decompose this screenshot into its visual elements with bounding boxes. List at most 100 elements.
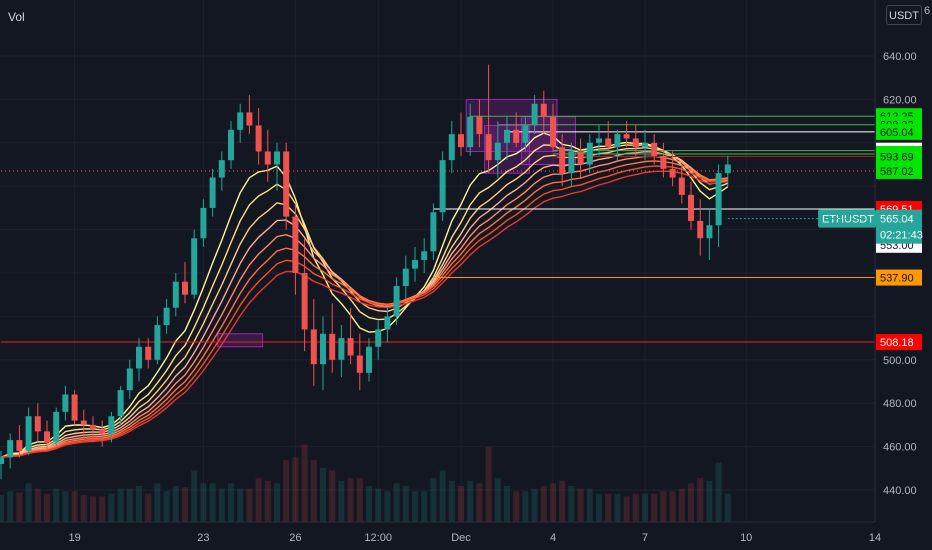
candle-body bbox=[301, 273, 308, 330]
candle bbox=[191, 229, 198, 300]
candle bbox=[356, 333, 363, 391]
volume-bars bbox=[0, 444, 731, 522]
candle-body bbox=[614, 134, 621, 148]
volume-bar bbox=[439, 470, 446, 522]
ema-line bbox=[0, 160, 728, 459]
candle-body bbox=[0, 457, 4, 464]
candle-body bbox=[384, 316, 391, 330]
candle-body bbox=[145, 346, 152, 360]
volume-bar bbox=[25, 483, 32, 522]
candle-body bbox=[688, 194, 694, 221]
candle bbox=[108, 411, 115, 443]
volume-bar bbox=[7, 491, 14, 522]
candle bbox=[320, 316, 326, 391]
volume-bar bbox=[136, 486, 142, 522]
candle bbox=[145, 338, 152, 369]
candle bbox=[605, 121, 612, 152]
volume-bar bbox=[191, 470, 198, 522]
candle bbox=[255, 108, 262, 165]
price-level-tags: 612.25608.32605.04596.37594.85593.69587.… bbox=[876, 108, 922, 351]
volume-bar bbox=[393, 483, 400, 522]
price-tag-bg bbox=[876, 123, 922, 140]
candle bbox=[7, 433, 14, 469]
candle bbox=[338, 325, 345, 378]
currency-selector-button[interactable]: USDT bbox=[886, 5, 922, 25]
volume-bar bbox=[660, 491, 667, 522]
candle-body bbox=[25, 416, 32, 451]
candle bbox=[430, 203, 437, 260]
candle-body bbox=[283, 151, 290, 217]
ema-line bbox=[0, 150, 728, 459]
candle-body bbox=[669, 168, 676, 178]
candle bbox=[274, 142, 280, 191]
candle-body bbox=[706, 225, 713, 239]
volume-bar bbox=[623, 496, 630, 522]
volume-bar bbox=[522, 491, 529, 522]
candle-body bbox=[200, 207, 207, 239]
price-tag-label: 537.90 bbox=[880, 273, 914, 285]
candle-body bbox=[375, 329, 382, 347]
price-tag: 537.90 bbox=[876, 269, 922, 286]
candle bbox=[697, 199, 704, 256]
volume-bar bbox=[412, 491, 418, 522]
candle-body bbox=[154, 325, 161, 360]
candle-body bbox=[660, 155, 667, 169]
candle bbox=[577, 138, 584, 178]
volume-bar bbox=[356, 478, 363, 522]
volume-bar bbox=[80, 495, 87, 522]
volume-bar bbox=[678, 488, 685, 522]
candle bbox=[246, 95, 253, 135]
countdown-label: 02:21:43 bbox=[880, 230, 923, 242]
volume-bar bbox=[126, 488, 133, 522]
candle bbox=[586, 134, 593, 174]
candle bbox=[384, 307, 391, 343]
price-tag: 605.04 bbox=[876, 123, 922, 140]
volume-bar bbox=[375, 488, 382, 522]
time-axis-ticks: 19 23 26 12:00 Dec 4 7 10 14 bbox=[68, 532, 881, 544]
volume-bar bbox=[586, 488, 593, 522]
candle-body bbox=[136, 346, 142, 369]
volume-bar bbox=[669, 491, 676, 522]
volume-bar bbox=[642, 493, 648, 522]
candle bbox=[669, 151, 676, 187]
ema-line bbox=[0, 146, 728, 459]
volume-bar bbox=[540, 486, 547, 522]
candle bbox=[126, 359, 133, 399]
candle-body bbox=[393, 286, 400, 317]
candle bbox=[228, 121, 234, 169]
candle-body bbox=[476, 116, 483, 135]
candle-body bbox=[16, 440, 23, 451]
candle-body bbox=[108, 416, 115, 434]
volume-indicator-label[interactable]: Vol bbox=[8, 10, 25, 24]
candle bbox=[182, 262, 188, 304]
volume-bar bbox=[301, 444, 308, 522]
candle bbox=[513, 112, 520, 148]
volume-bar bbox=[458, 486, 464, 522]
candle bbox=[724, 155, 731, 187]
volume-bar bbox=[430, 478, 437, 522]
candle-body bbox=[439, 160, 446, 213]
ema-ribbon bbox=[0, 132, 729, 459]
volume-bar bbox=[706, 480, 713, 522]
price-tick-label: 440.00 bbox=[883, 485, 917, 497]
volume-bar bbox=[228, 483, 234, 522]
candle-body bbox=[458, 134, 464, 148]
candle-body bbox=[44, 431, 50, 443]
price-axis-ticks: 640.00 620.00 500.00 480.00 460.00 440.00 bbox=[883, 51, 917, 497]
volume-bar bbox=[651, 493, 658, 522]
candle bbox=[283, 142, 290, 230]
candle bbox=[614, 129, 621, 161]
candle-body bbox=[448, 134, 455, 161]
candle-body bbox=[182, 281, 188, 295]
candle-body bbox=[623, 134, 630, 139]
candle bbox=[632, 125, 639, 156]
volume-bar bbox=[715, 462, 722, 522]
candle bbox=[80, 409, 87, 438]
candle-body bbox=[642, 142, 648, 148]
candle-body bbox=[559, 147, 566, 174]
volume-bar bbox=[255, 478, 262, 522]
candle bbox=[623, 121, 630, 148]
candle bbox=[136, 338, 142, 382]
candle bbox=[34, 403, 41, 443]
